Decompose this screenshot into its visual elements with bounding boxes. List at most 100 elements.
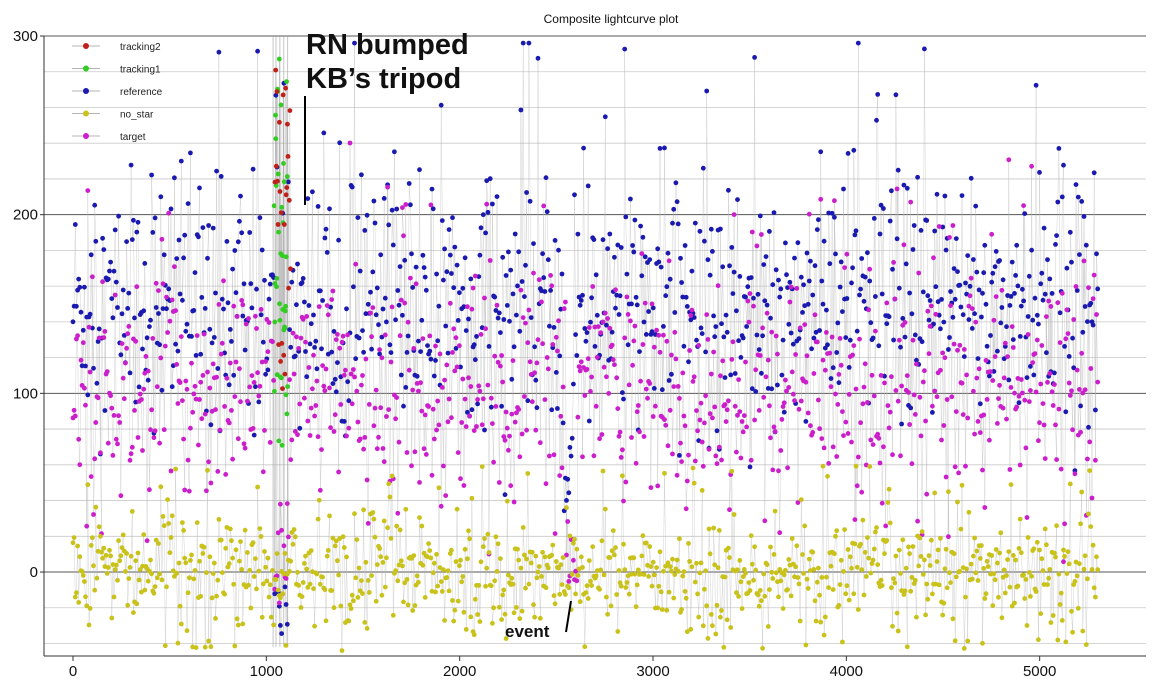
point-reference <box>1085 319 1090 324</box>
point-no_star <box>88 543 94 548</box>
point-target <box>820 357 826 363</box>
point-target <box>914 361 919 367</box>
point-no_star <box>231 581 237 587</box>
point-no_star <box>83 594 88 600</box>
point-reference <box>950 314 956 320</box>
point-target <box>498 363 503 369</box>
point-reference <box>210 225 216 231</box>
point-reference <box>396 302 402 308</box>
point-target <box>891 260 896 265</box>
point-target <box>1042 456 1048 461</box>
point-tracking1 <box>272 319 278 325</box>
point-target <box>218 351 224 357</box>
point-target <box>327 385 332 391</box>
point-reference <box>372 220 378 226</box>
point-reference <box>810 292 816 298</box>
point-target <box>457 343 462 349</box>
point-target <box>202 411 208 417</box>
point-target <box>144 538 150 544</box>
point-no_star <box>908 588 914 594</box>
point-target <box>556 318 561 324</box>
point-target <box>488 395 494 401</box>
point-reference <box>540 251 545 257</box>
point-reference <box>435 338 441 344</box>
point-reference <box>1006 377 1012 383</box>
point-target <box>80 340 86 346</box>
point-target <box>118 493 124 499</box>
point-target <box>664 338 670 344</box>
point-reference <box>858 286 863 292</box>
point-target <box>446 396 452 402</box>
point-reference <box>349 184 355 190</box>
point-no_star <box>746 580 752 585</box>
point-reference <box>458 364 463 370</box>
point-no_star <box>601 572 607 578</box>
point-reference <box>769 386 775 392</box>
legend-marker-tracking2 <box>83 43 89 49</box>
point-no_star <box>397 527 403 533</box>
point-no_star <box>826 585 832 590</box>
point-target <box>78 357 84 363</box>
point-target <box>343 367 348 373</box>
point-no_star <box>761 571 767 577</box>
point-target <box>345 332 351 338</box>
point-no_star <box>184 628 190 634</box>
point-reference <box>182 232 188 238</box>
point-no_star <box>361 507 366 513</box>
point-no_star <box>585 596 591 601</box>
point-target <box>1000 405 1006 411</box>
point-target <box>977 430 983 435</box>
point-no_star <box>842 527 847 532</box>
point-reference <box>439 218 445 224</box>
point-no_star <box>687 559 692 564</box>
point-reference <box>779 372 785 378</box>
point-no_star <box>825 473 830 479</box>
point-tracking1 <box>282 308 288 314</box>
point-target <box>756 408 762 413</box>
point-reference <box>629 301 634 307</box>
point-reference <box>736 338 741 344</box>
point-tracking2 <box>288 266 293 272</box>
point-no_star <box>153 537 159 543</box>
point-target <box>844 251 850 257</box>
point-target <box>471 428 477 433</box>
point-target <box>398 297 404 303</box>
point-no_star <box>82 579 87 584</box>
point-reference <box>392 149 397 155</box>
point-reference <box>401 403 406 409</box>
point-no_star <box>1006 549 1012 554</box>
point-reference <box>1063 409 1069 415</box>
point-reference <box>838 259 844 265</box>
point-no_star <box>257 526 263 531</box>
point-no_star <box>882 551 887 557</box>
point-no_star <box>258 534 264 539</box>
point-no_star <box>167 550 173 556</box>
point-target <box>854 483 860 489</box>
point-reference <box>333 389 339 395</box>
point-target <box>260 469 266 475</box>
point-no_star <box>466 528 471 534</box>
point-no_star <box>85 482 91 488</box>
point-reference <box>116 213 121 219</box>
point-no_star <box>997 550 1002 556</box>
point-target <box>108 393 113 399</box>
legend-marker-target <box>83 133 89 139</box>
point-reference <box>124 239 129 245</box>
point-no_star <box>511 610 517 616</box>
point-no_star <box>445 568 451 574</box>
point-no_star <box>529 549 535 555</box>
point-reference <box>312 345 317 350</box>
point-reference <box>650 305 656 311</box>
point-reference <box>993 249 999 254</box>
point-no_star <box>963 594 968 600</box>
point-target <box>667 407 673 413</box>
point-reference <box>755 291 761 297</box>
point-target <box>959 380 965 386</box>
point-target <box>805 410 811 416</box>
point-reference <box>1091 170 1097 176</box>
point-no_star <box>551 593 557 599</box>
point-no_star <box>183 560 189 566</box>
point-target <box>783 377 788 383</box>
point-reference <box>287 327 292 332</box>
point-target <box>862 361 868 367</box>
